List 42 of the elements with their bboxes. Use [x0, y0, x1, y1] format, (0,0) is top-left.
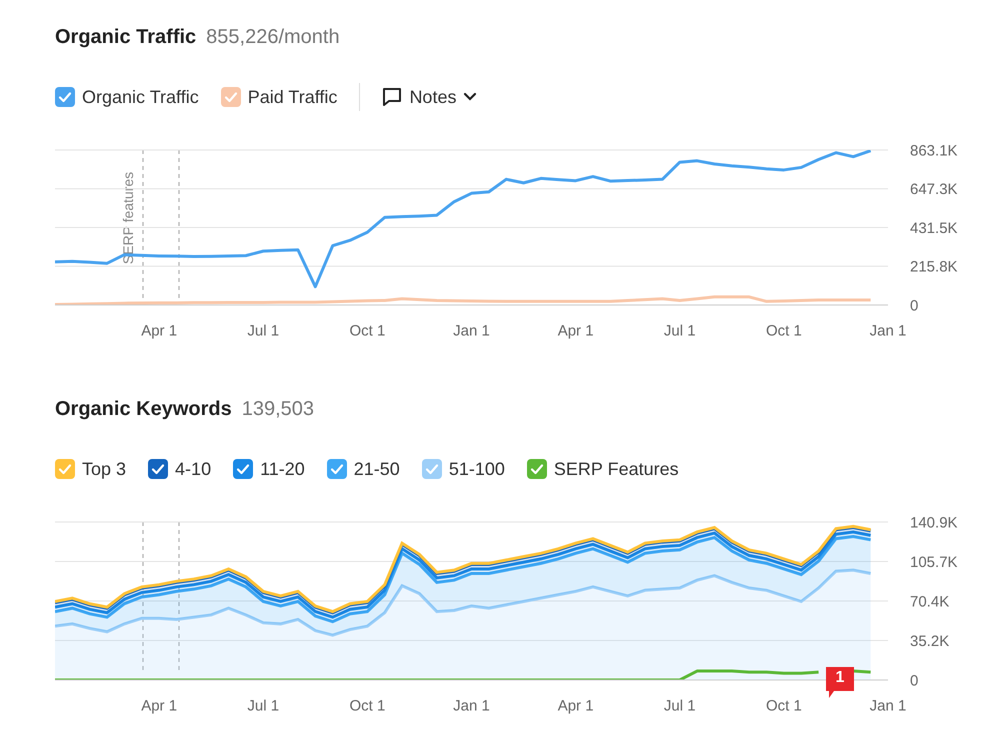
x-tick-label: Jan 1	[453, 322, 490, 340]
y-tick-label: 863.1K	[910, 142, 958, 160]
chart-title: Organic Keywords	[55, 398, 232, 420]
x-tick-label: Apr 1	[558, 322, 594, 340]
chart-subtitle: 139,503	[242, 398, 314, 420]
x-tick-label: Jan 1	[453, 698, 490, 715]
annotation: 1	[834, 669, 846, 687]
x-tick-label: Jan 1	[870, 322, 906, 340]
legend-label: Top 3	[82, 458, 126, 480]
line-series	[55, 150, 872, 288]
x-tick-label: Jul 1	[664, 322, 696, 340]
y-tick-label: 70.4K	[910, 593, 950, 610]
x-tick-label: Apr 1	[141, 322, 178, 340]
y-tick-label: 215.8K	[910, 258, 958, 276]
legend-label: SERP Features	[554, 458, 679, 480]
y-tick-label: 35.2K	[910, 632, 950, 650]
y-tick-label: 0	[910, 672, 918, 690]
x-tick-label: Oct 1	[766, 322, 802, 340]
x-tick-label: Jul 1	[247, 322, 280, 340]
chart-title: Organic Traffic	[55, 26, 196, 48]
line-series	[55, 295, 872, 305]
legend-label: 21-50	[354, 458, 400, 480]
x-tick-label: Jan 1	[870, 698, 906, 715]
x-tick-label: Apr 1	[558, 698, 594, 715]
x-tick-label: Jul 1	[247, 698, 280, 715]
x-tick-label: Oct 1	[766, 698, 802, 715]
legend-label: 4-10	[175, 458, 212, 480]
y-tick-label: 105.7K	[910, 554, 958, 571]
x-tick-label: Oct 1	[349, 322, 386, 340]
legend-label: 11-20	[260, 458, 305, 480]
legend-label: Organic Traffic	[82, 86, 199, 108]
y-tick-label: 140.9K	[910, 514, 958, 532]
text: Notes	[409, 86, 456, 108]
legend-label: 51-100	[448, 458, 505, 480]
chart-subtitle: 855,226/month	[206, 26, 340, 48]
y-tick-label: 0	[910, 297, 918, 314]
legend-label: Paid Traffic	[248, 86, 338, 108]
x-tick-label: Oct 1	[349, 698, 386, 715]
x-tick-label: Jul 1	[664, 698, 696, 715]
x-tick-label: Apr 1	[141, 698, 178, 715]
y-tick-label: 431.5K	[910, 220, 958, 237]
y-tick-label: 647.3K	[910, 181, 958, 198]
